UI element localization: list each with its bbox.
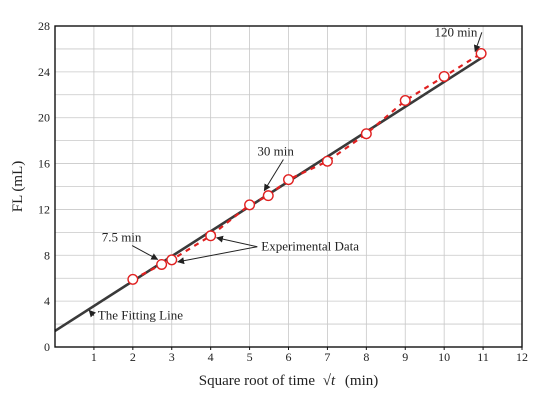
annotation-label: 7.5 min	[102, 230, 142, 245]
data-point	[166, 254, 178, 266]
y-tick-label: 0	[44, 340, 50, 354]
annotation-arrow	[263, 159, 284, 192]
x-tick-label: 3	[169, 350, 175, 364]
annotation-label: 120 min	[434, 24, 477, 39]
data-point	[438, 70, 450, 82]
annotation-arrow	[473, 32, 483, 53]
annotation-label: The Fitting Line	[98, 307, 183, 322]
x-tick-label: 4	[208, 350, 214, 364]
experimental-points-group	[127, 48, 487, 285]
data-point	[262, 190, 274, 202]
x-tick-label: 8	[363, 350, 369, 364]
x-tick-label: 12	[516, 350, 528, 364]
data-point	[360, 128, 372, 140]
x-axis-title: Square root of time √t (min)	[199, 373, 378, 389]
y-tick-label: 4	[44, 294, 50, 308]
x-axis-title-text: Square root of time	[199, 373, 316, 389]
data-point	[244, 199, 256, 211]
annotation-arrow	[131, 245, 159, 260]
data-point	[321, 155, 333, 167]
y-axis-title: FL (mL)	[10, 161, 26, 213]
y-tick-label: 24	[38, 65, 50, 79]
x-axis-title-unit: (min)	[345, 373, 378, 389]
data-point	[399, 95, 411, 107]
data-point	[283, 174, 295, 186]
x-axis-title-symbol: √t	[323, 373, 336, 389]
x-tick-label: 6	[286, 350, 292, 364]
x-tick-label: 1	[91, 350, 97, 364]
annotation-label: Experimental Data	[261, 239, 359, 254]
y-tick-label: 16	[38, 157, 50, 171]
y-tick-label: 12	[38, 202, 50, 216]
annotations-group: 120 min 30 min 7.5 min Experimental Data The…	[88, 24, 483, 322]
annotation-arrow	[88, 309, 96, 318]
data-point	[205, 230, 217, 242]
y-tick-label: 8	[44, 248, 50, 262]
y-tick-label: 20	[38, 111, 50, 125]
x-tick-label: 9	[402, 350, 408, 364]
data-point	[127, 273, 139, 285]
data-point	[156, 258, 168, 270]
x-tick-label: 11	[477, 350, 489, 364]
annotation-label: 30 min	[257, 144, 294, 159]
annotation-arrow	[215, 235, 258, 248]
x-tick-label: 5	[247, 350, 253, 364]
y-tick-label: 28	[38, 19, 50, 33]
x-tick-label: 10	[438, 350, 450, 364]
data-point	[475, 48, 487, 60]
grid	[54, 25, 523, 348]
x-tick-label: 7	[324, 350, 330, 364]
annotation-arrow	[177, 246, 258, 265]
x-tick-label: 2	[130, 350, 136, 364]
